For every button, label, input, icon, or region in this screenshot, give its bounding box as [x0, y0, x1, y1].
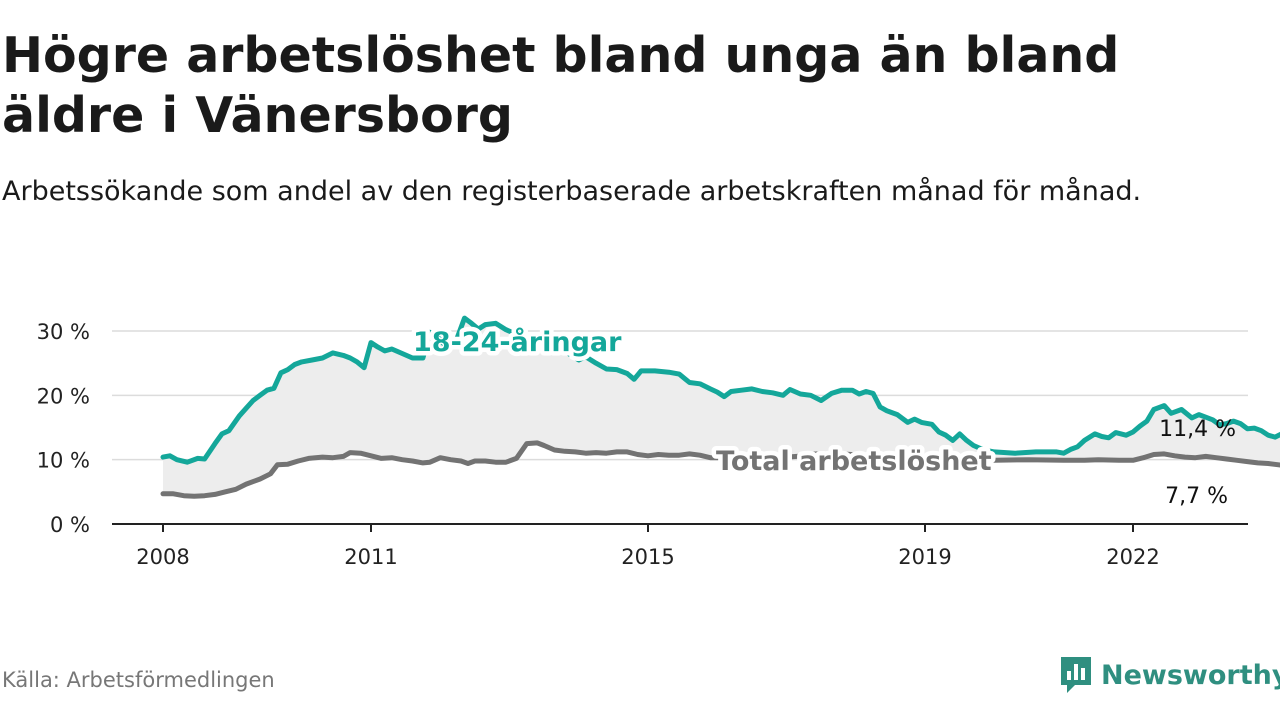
y-tick-label: 30 % — [37, 320, 90, 344]
source-note: Källa: Arbetsförmedlingen — [2, 668, 275, 692]
series-line — [160, 315, 1280, 465]
y-tick-label: 20 % — [37, 384, 90, 408]
y-tick-label: 0 % — [50, 513, 90, 537]
series-label-youth: 18-24-åringar — [413, 326, 622, 358]
axes: 2008 2011 2015 2019 2022 — [112, 523, 1248, 569]
brand-name: Newsworthy — [1101, 659, 1280, 691]
x-tick-label: 2015 — [621, 545, 674, 569]
series-lines — [160, 315, 1280, 499]
x-tick-label: 2019 — [898, 545, 951, 569]
x-tick-label: 2008 — [136, 545, 189, 569]
x-tick-label: 2022 — [1106, 545, 1159, 569]
end-value-youth: 11,4 % — [1159, 417, 1236, 442]
series-label-total: Total arbetslöshet — [716, 446, 992, 477]
newsworthy-logo-icon — [1061, 657, 1091, 693]
gap-band — [163, 318, 1280, 497]
chart-subtitle: Arbetssökande som andel av den registerb… — [2, 176, 1142, 207]
y-tick-label: 10 % — [37, 449, 90, 473]
series-line — [160, 440, 1280, 499]
end-value-total: 7,7 % — [1165, 484, 1228, 509]
x-tick-label: 2011 — [344, 545, 397, 569]
series-label-total-halo: Total arbetslöshet — [716, 446, 992, 477]
chart-title: Högre arbetslöshet bland unga än bland ä… — [2, 27, 1120, 144]
brand-logo[interactable]: Newsworthy — [1059, 655, 1280, 695]
series-label-youth-halo: 18-24-åringar — [413, 326, 622, 358]
